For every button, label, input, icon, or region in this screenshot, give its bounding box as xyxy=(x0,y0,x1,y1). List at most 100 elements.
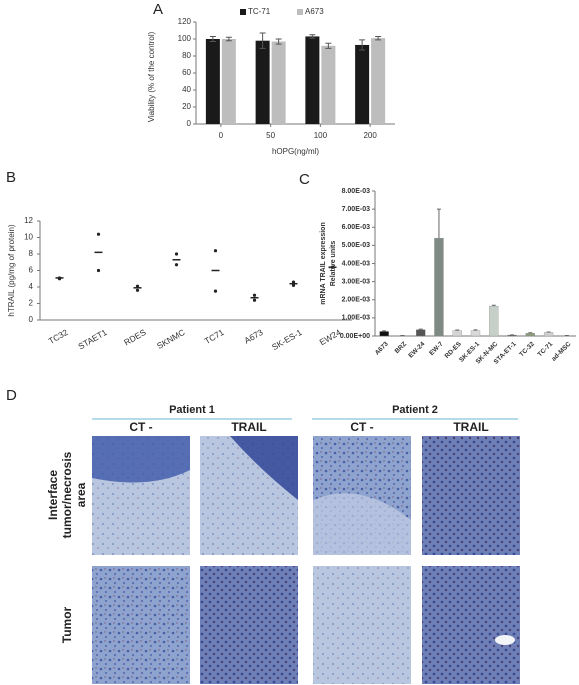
dot xyxy=(96,232,101,236)
column-header: TRAIL xyxy=(231,420,266,434)
error-bar xyxy=(259,32,266,49)
x-tick-label: EW-7 xyxy=(428,340,445,357)
error-bar xyxy=(325,42,332,49)
patient-title: Patient 2 xyxy=(392,404,438,416)
bar xyxy=(371,38,386,124)
bar xyxy=(543,332,554,337)
micrograph xyxy=(313,566,411,684)
bar xyxy=(379,331,389,337)
x-tick-label: 50 xyxy=(266,131,275,140)
x-tick-label: RDES xyxy=(122,327,148,348)
y-tick-label: 2.00E-03 xyxy=(342,297,371,304)
x-axis-label: hOPG(ng/ml) xyxy=(272,147,319,156)
dot xyxy=(252,298,257,302)
x-tick-label: A673 xyxy=(374,340,390,356)
y-tick-label: 120 xyxy=(178,17,192,26)
x-tick-label: TC32 xyxy=(47,327,70,346)
error-bar xyxy=(225,36,232,42)
error-bar xyxy=(275,38,282,45)
y-tick-label: 4 xyxy=(29,282,34,291)
column-header: CT - xyxy=(350,420,373,434)
x-tick-label: ad-MSC xyxy=(550,340,572,362)
bar xyxy=(434,237,444,337)
row-label: Interface xyxy=(46,470,60,520)
dot xyxy=(96,268,101,273)
x-tick-label: A673 xyxy=(242,327,264,346)
error-bar xyxy=(375,35,382,41)
x-tick-label: STAET1 xyxy=(76,327,109,352)
bar xyxy=(489,305,499,337)
bar xyxy=(271,41,286,124)
micrograph xyxy=(422,436,520,555)
bar xyxy=(321,45,336,124)
row-label: tumor/necrosis xyxy=(60,451,74,538)
y-tick-label: 40 xyxy=(182,85,191,94)
bar xyxy=(205,39,220,124)
y-tick-label: 4.00E-03 xyxy=(342,260,371,267)
error-bar xyxy=(382,330,387,332)
y-tick-label: 0 xyxy=(187,119,192,128)
legend-label: TC-71 xyxy=(248,7,271,16)
error-bar xyxy=(418,328,423,330)
y-tick-label: 5.00E-03 xyxy=(342,242,371,249)
error-bar xyxy=(359,39,366,51)
error-bar xyxy=(528,332,533,334)
dot xyxy=(135,284,140,288)
dot xyxy=(291,283,296,287)
error-bar xyxy=(491,304,496,307)
x-tick-label: SK-ES-1 xyxy=(270,327,304,352)
x-tick-label: 100 xyxy=(314,131,328,140)
bar xyxy=(416,329,426,337)
error-bar xyxy=(309,34,316,39)
y-tick-label: 10 xyxy=(24,233,33,242)
column-header: CT - xyxy=(129,420,152,434)
x-tick-label: 200 xyxy=(363,131,377,140)
bar xyxy=(452,330,462,337)
micrograph xyxy=(200,566,298,684)
micrograph-stain xyxy=(92,436,190,483)
dot xyxy=(291,280,296,284)
error-bar xyxy=(473,329,478,331)
dot xyxy=(174,252,179,256)
bar xyxy=(305,36,320,125)
y-axis-label: mRNA TRAIL expression xyxy=(320,222,327,304)
y-tick-label: 100 xyxy=(178,34,192,43)
error-bar xyxy=(209,35,216,43)
dot xyxy=(213,249,218,253)
y-tick-label: 3.00E-03 xyxy=(342,278,371,285)
bar xyxy=(355,44,370,125)
dot xyxy=(213,289,218,293)
y-tick-label: 12 xyxy=(24,216,33,225)
panel-label: B xyxy=(6,169,16,186)
y-tick-label: 8.00E-03 xyxy=(342,188,371,195)
x-tick-label: TC-32 xyxy=(518,340,536,358)
y-tick-label: 0 xyxy=(29,315,34,324)
legend-swatch xyxy=(297,9,303,15)
y-tick-label: 7.00E-03 xyxy=(342,206,371,213)
dot xyxy=(252,293,257,297)
bar xyxy=(221,39,236,124)
y-tick-label: 6 xyxy=(29,266,34,275)
y-tick-label: 0.00E+00 xyxy=(340,333,370,340)
legend-label: A673 xyxy=(305,7,324,16)
micrograph xyxy=(92,566,190,684)
y-tick-label: 2 xyxy=(29,299,34,308)
bar xyxy=(255,40,270,125)
x-tick-label: 0 xyxy=(219,131,224,140)
bar xyxy=(470,330,481,337)
row-labels: Interface tumor/necrosis area Tumor xyxy=(46,451,88,643)
dot xyxy=(135,288,140,292)
x-tick-label: SKNMC xyxy=(155,327,187,351)
legend-swatch xyxy=(240,9,246,15)
y-axis-label: Viability (% of the control) xyxy=(147,31,156,122)
micrograph-vessel xyxy=(495,635,515,645)
panel-d: D Patient 1 Patient 2 CT - TRAIL CT - TR… xyxy=(6,387,520,684)
micrograph-stain xyxy=(313,493,411,555)
y-tick-label: 1.00E-03 xyxy=(342,315,371,322)
micrograph xyxy=(422,566,520,684)
panel-label: A xyxy=(153,1,163,18)
panel-label: D xyxy=(6,387,17,404)
y-axis-label: Relative units xyxy=(330,241,337,287)
x-tick-label: BRZ xyxy=(394,341,408,355)
